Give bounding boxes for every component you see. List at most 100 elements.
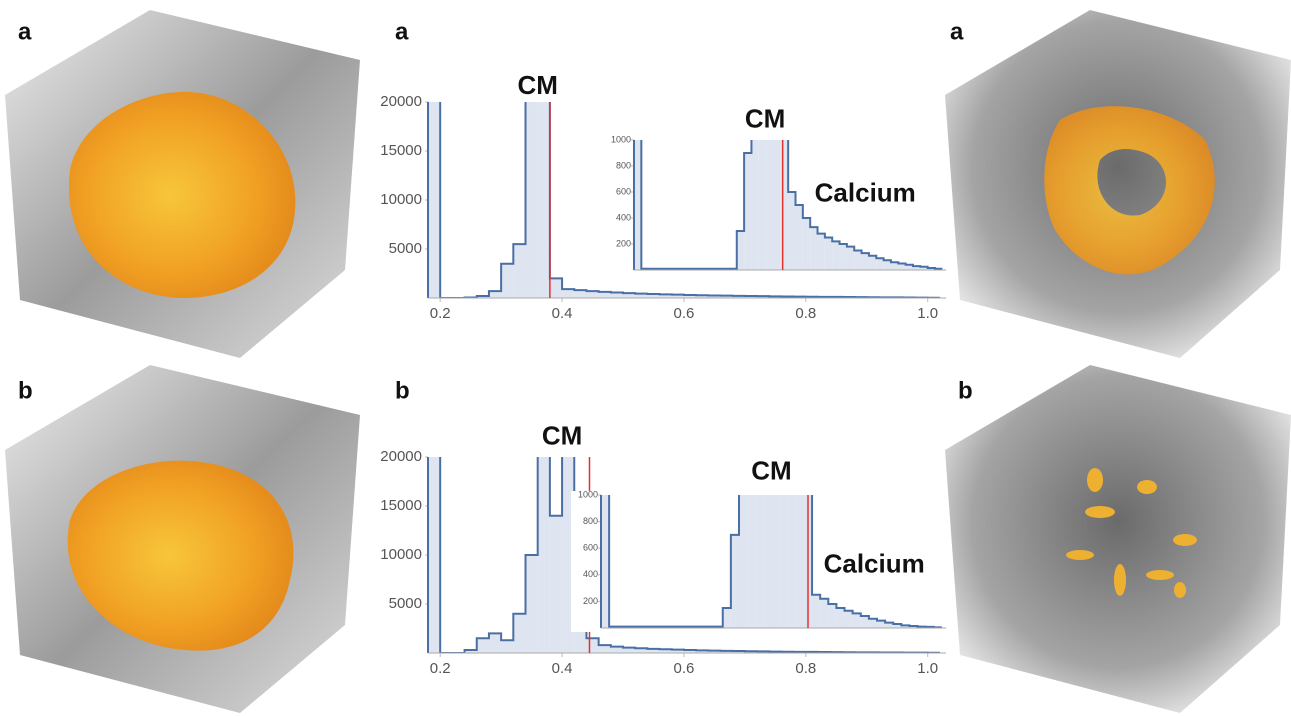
- bar: [912, 266, 921, 270]
- bar: [877, 620, 886, 628]
- bar: [586, 291, 599, 298]
- bar: [844, 610, 853, 628]
- bar: [730, 534, 739, 628]
- bar: [885, 622, 894, 628]
- bar: [893, 624, 902, 628]
- bar: [708, 295, 721, 298]
- bar: [537, 457, 550, 653]
- bar: [601, 495, 610, 628]
- bar: [820, 598, 829, 628]
- x-tick-label: 0.2: [430, 660, 451, 677]
- y-tick-label: 800: [583, 516, 598, 526]
- bar: [920, 266, 928, 270]
- bar: [890, 262, 899, 270]
- x-tick-label: 0.6: [674, 660, 695, 677]
- histogram-outline: [427, 457, 940, 653]
- y-tick-label: 15000: [380, 142, 422, 159]
- bar: [635, 648, 648, 653]
- bar: [802, 218, 811, 270]
- render-a-left: [5, 10, 360, 358]
- bar: [854, 250, 862, 270]
- render-b-left: [5, 365, 360, 713]
- x-tick-label: 0.2: [430, 305, 451, 322]
- annotation: CM: [751, 455, 791, 485]
- bar: [428, 102, 441, 298]
- histogram-outline: [633, 140, 943, 270]
- bar: [488, 291, 502, 298]
- bar: [755, 495, 764, 628]
- y-tick-label: 600: [616, 186, 631, 196]
- bar: [647, 648, 660, 653]
- panel-label: a: [950, 18, 964, 45]
- bar: [598, 645, 611, 653]
- x-tick-label: 1.0: [917, 660, 938, 677]
- bar: [501, 640, 514, 653]
- bar: [683, 650, 697, 653]
- y-tick-label: 1000: [611, 134, 631, 144]
- bar: [696, 650, 709, 653]
- x-tick-label: 0.4: [552, 305, 573, 322]
- y-tick-label: 10000: [380, 546, 422, 563]
- histogram-outline: [600, 495, 942, 628]
- bar: [574, 290, 587, 298]
- bar: [795, 495, 804, 628]
- histogram-outline: [427, 102, 940, 298]
- render-b-right: [945, 365, 1291, 713]
- bar: [771, 495, 780, 628]
- bar: [766, 140, 774, 270]
- bar: [671, 294, 684, 298]
- y-tick-label: 20000: [380, 448, 422, 465]
- bar: [839, 244, 847, 270]
- panel-label: b: [958, 377, 973, 404]
- bar: [732, 295, 745, 298]
- bars: [633, 140, 943, 270]
- y-tick-label: 400: [583, 569, 598, 579]
- bar: [876, 258, 884, 270]
- bar: [513, 244, 526, 298]
- bar: [744, 153, 752, 270]
- x-tick-label: 1.0: [917, 305, 938, 322]
- bar: [623, 293, 636, 298]
- bar: [428, 457, 441, 653]
- bar: [647, 293, 660, 298]
- bar: [780, 140, 789, 270]
- bar: [720, 650, 733, 653]
- bar: [598, 291, 611, 298]
- bar: [773, 140, 781, 270]
- bar: [779, 495, 788, 628]
- bar: [722, 608, 731, 628]
- bar: [659, 649, 672, 653]
- bar: [464, 650, 477, 653]
- annotation: Calcium: [824, 548, 925, 578]
- bar: [824, 237, 833, 270]
- bar: [736, 231, 745, 270]
- panel-label: a: [395, 18, 409, 45]
- panel-label: b: [395, 377, 410, 404]
- bar: [671, 649, 684, 653]
- bar: [883, 260, 891, 270]
- y-tick-label: 5000: [389, 240, 422, 257]
- bar: [832, 241, 840, 270]
- x-tick-label: 0.8: [795, 660, 816, 677]
- bar: [708, 650, 721, 653]
- annotation: CM: [745, 103, 785, 133]
- annotation: CM: [517, 70, 557, 100]
- bar: [751, 140, 759, 270]
- bar: [739, 495, 748, 628]
- panel-label: b: [18, 377, 33, 404]
- bar: [525, 102, 538, 298]
- y-tick-label: 200: [583, 596, 598, 606]
- bar: [586, 638, 599, 653]
- bar: [525, 555, 538, 653]
- bar: [817, 233, 825, 270]
- bar: [747, 495, 756, 628]
- bar: [905, 264, 913, 270]
- y-tick-label: 800: [616, 160, 631, 170]
- bar: [537, 102, 550, 298]
- annotation: Calcium: [815, 177, 916, 207]
- bar: [763, 495, 772, 628]
- bar: [623, 647, 636, 653]
- bar: [852, 613, 861, 628]
- y-tick-label: 20000: [380, 93, 422, 110]
